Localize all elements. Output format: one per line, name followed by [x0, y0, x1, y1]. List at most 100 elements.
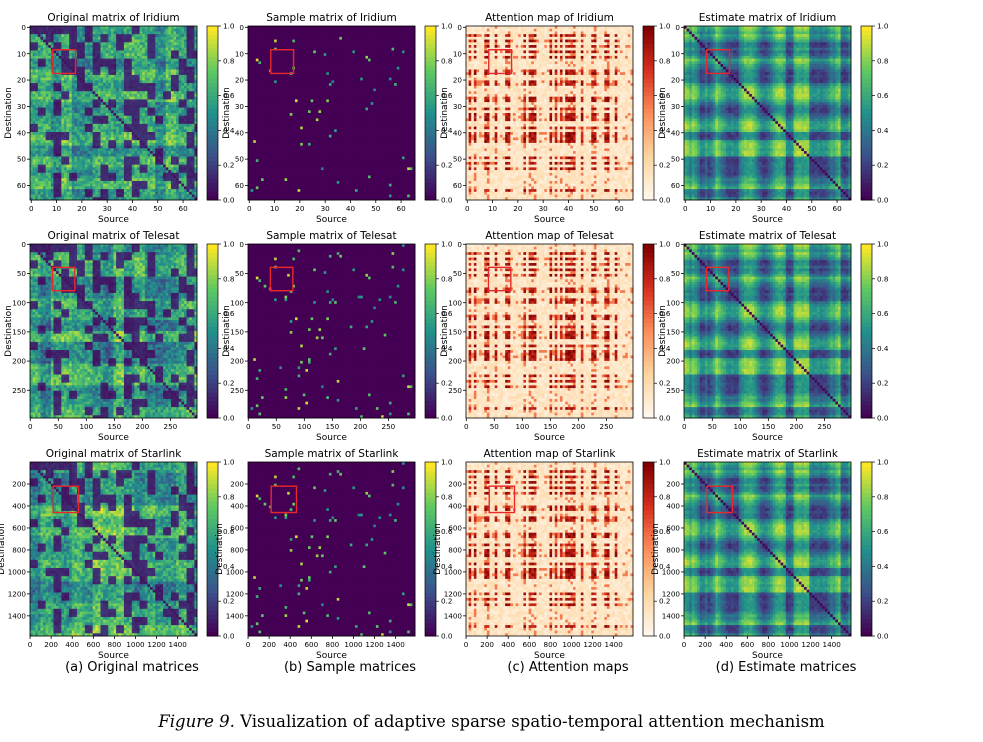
- heatmap-cell: [121, 36, 125, 40]
- heatmap-cell: [191, 42, 195, 46]
- heatmap-cell: [103, 164, 107, 168]
- heatmap-cell: [357, 58, 361, 62]
- heatmap-cell: [110, 69, 114, 73]
- heatmap-cell: [349, 36, 353, 40]
- heatmap-cell: [71, 151, 75, 155]
- heatmap-cell: [176, 88, 180, 92]
- heatmap-cell: [58, 50, 62, 54]
- heatmap-cell: [362, 47, 366, 51]
- heatmap-cell: [110, 194, 114, 198]
- heatmap-cell: [181, 191, 185, 195]
- heatmap-cell: [144, 85, 148, 89]
- heatmap-cell: [56, 118, 60, 122]
- heatmap-cell: [155, 96, 159, 100]
- heatmap-cell: [150, 113, 154, 117]
- heatmap-cell: [48, 142, 52, 147]
- heatmap-cell: [160, 69, 164, 73]
- heatmap-cell: [194, 129, 198, 133]
- heatmap-cell: [92, 69, 96, 73]
- heatmap-cell: [144, 107, 148, 111]
- heatmap-cell: [271, 28, 275, 32]
- heatmap-cell: [84, 126, 88, 130]
- heatmap-cell: [170, 164, 174, 168]
- heatmap-cell: [110, 36, 114, 40]
- heatmap-cell: [123, 148, 127, 152]
- heatmap-cell: [50, 121, 54, 125]
- heatmap-cell: [268, 31, 272, 35]
- heatmap-cell: [142, 159, 146, 163]
- heatmap-cell: [160, 55, 164, 60]
- heatmap-cell: [344, 39, 348, 43]
- heatmap-cell: [131, 91, 135, 95]
- heatmap-cell: [165, 61, 169, 65]
- heatmap-cell: [362, 42, 366, 46]
- heatmap-cell: [48, 110, 52, 114]
- heatmap-cell: [58, 140, 62, 144]
- heatmap-cell: [35, 69, 39, 73]
- heatmap-cell: [276, 58, 280, 62]
- heatmap-cell: [69, 183, 73, 187]
- heatmap-cell: [66, 45, 70, 49]
- heatmap-cell: [194, 85, 198, 89]
- heatmap-cell: [45, 96, 49, 100]
- heatmap-cell: [152, 167, 156, 171]
- heatmap-cell: [178, 186, 182, 190]
- heatmap-cell: [90, 58, 94, 62]
- heatmap-cell: [347, 31, 351, 35]
- heatmap-cell: [129, 118, 133, 122]
- heatmap-cell: [123, 161, 127, 166]
- heatmap-cell: [110, 104, 114, 108]
- heatmap-cell: [113, 77, 117, 81]
- heatmap-cell: [30, 50, 34, 54]
- heatmap-cell: [155, 83, 159, 87]
- heatmap-cell: [142, 191, 146, 195]
- heatmap-cell: [90, 159, 94, 163]
- heatmap-cell: [271, 50, 275, 54]
- heatmap-cell: [170, 183, 174, 187]
- heatmap-cell: [160, 66, 164, 70]
- heatmap-cell: [37, 197, 41, 201]
- heatmap-cell: [40, 164, 44, 168]
- heatmap-cell: [61, 74, 65, 79]
- heatmap-cell: [263, 28, 267, 32]
- heatmap-cell: [168, 55, 172, 60]
- heatmap-cell: [139, 180, 143, 185]
- heatmap-cell: [194, 153, 198, 157]
- heatmap-cell: [163, 26, 167, 30]
- heatmap-cell: [105, 140, 109, 144]
- heatmap-cell: [32, 137, 36, 141]
- heatmap-cell: [105, 113, 109, 117]
- heatmap-cell: [176, 31, 180, 35]
- heatmap-cell: [116, 50, 120, 54]
- heatmap-cell: [142, 132, 146, 136]
- heatmap-cell: [383, 34, 387, 38]
- heatmap-cell: [178, 83, 182, 87]
- heatmap-cell: [90, 31, 94, 35]
- heatmap-cell: [313, 45, 317, 49]
- heatmap-cell: [71, 156, 75, 160]
- heatmap-cell: [97, 74, 101, 79]
- heatmap-cell: [35, 161, 39, 166]
- heatmap-cell: [48, 99, 52, 103]
- heatmap-cell: [92, 115, 96, 119]
- heatmap-cell: [105, 74, 109, 79]
- heatmap-cell: [74, 74, 78, 79]
- heatmap-cell: [100, 164, 104, 168]
- heatmap-cell: [297, 58, 301, 62]
- heatmap-cell: [178, 39, 182, 43]
- heatmap-cell: [61, 170, 65, 174]
- heatmap-cell: [263, 58, 267, 62]
- heatmap-cell: [32, 72, 36, 76]
- heatmap-cell: [250, 42, 254, 46]
- heatmap-cell: [144, 148, 148, 152]
- heatmap-cell: [50, 26, 54, 30]
- heatmap-cell: [152, 148, 156, 152]
- heatmap-cell: [32, 50, 36, 54]
- heatmap-cell: [63, 189, 67, 193]
- heatmap-cell: [92, 118, 96, 122]
- heatmap-cell: [43, 140, 47, 144]
- heatmap-cell: [32, 153, 36, 157]
- heatmap-cell: [168, 113, 172, 117]
- heatmap-cell: [123, 107, 127, 111]
- heatmap-cell: [74, 148, 78, 152]
